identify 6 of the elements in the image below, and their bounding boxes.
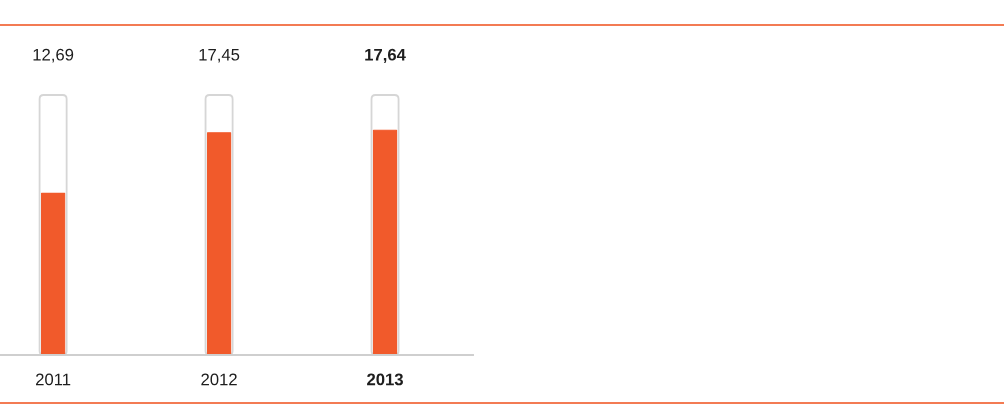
x-tick-label: 2011 xyxy=(36,373,71,386)
data-label: 12,69 xyxy=(33,48,74,63)
x-tick-label: 2013 xyxy=(367,373,403,386)
x-tick-label: 2012 xyxy=(201,373,237,386)
data-label: 17,45 xyxy=(199,48,240,63)
data-label: 17,64 xyxy=(365,48,406,63)
